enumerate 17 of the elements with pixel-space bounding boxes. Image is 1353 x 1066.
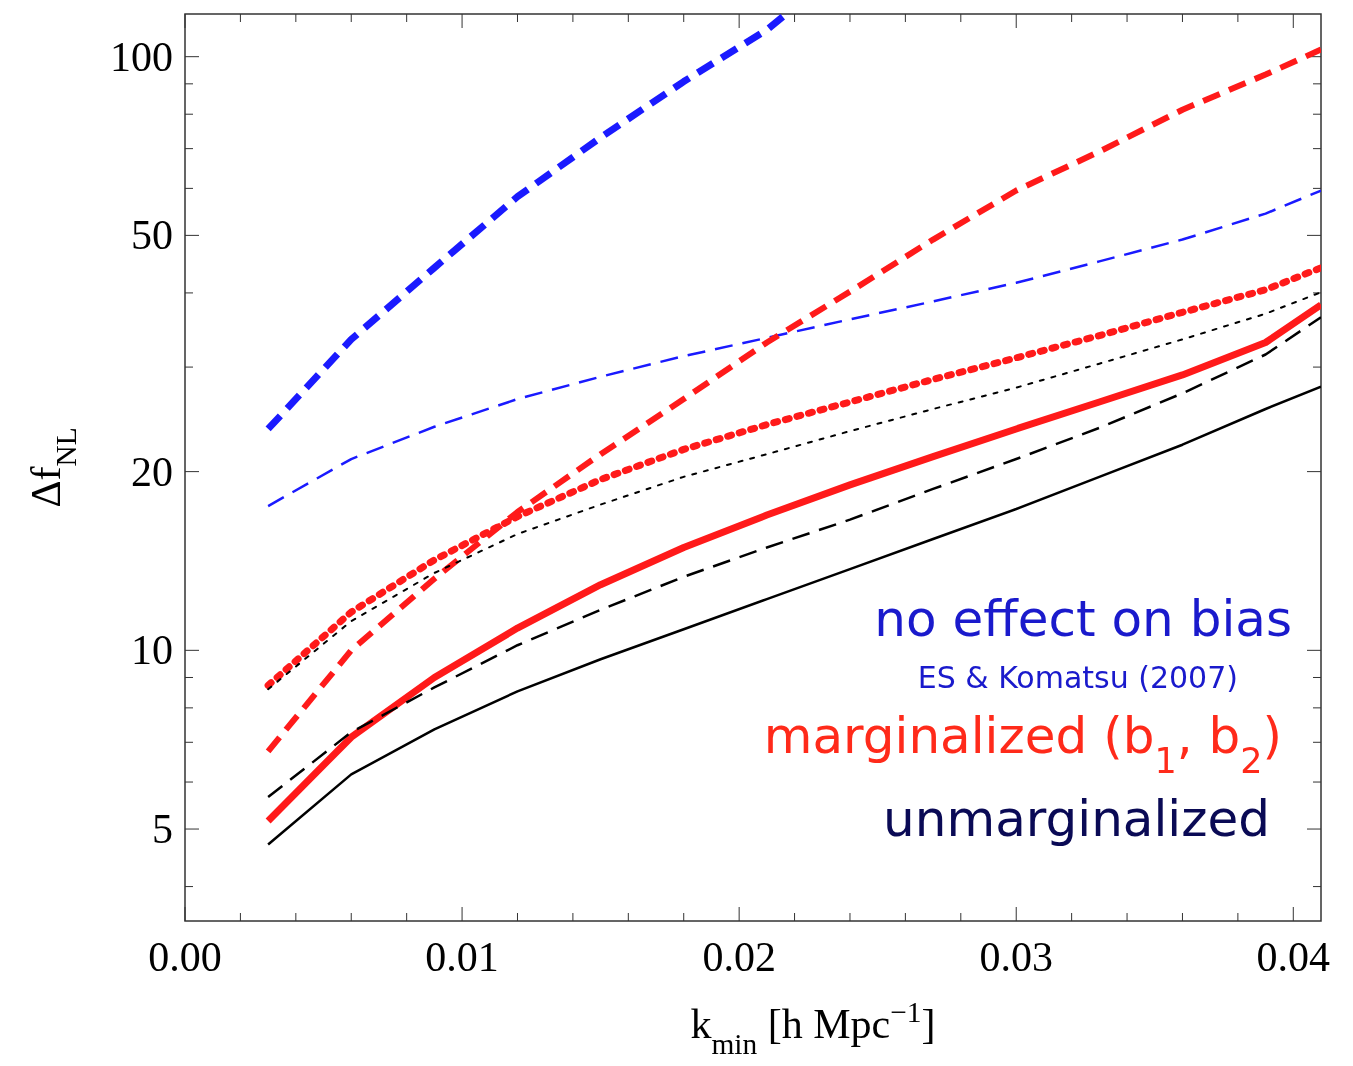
x-tick-label: 0.01 — [425, 934, 499, 980]
annotation: marginalized (b$_{1}$, b$_{2}$) — [763, 707, 1282, 781]
line-series — [266, 385, 1321, 846]
y-tick-label: 5 — [152, 806, 173, 853]
annotation: unmarginalized — [883, 790, 1270, 848]
annotation: ES & Komatsu (2007) — [917, 660, 1238, 695]
y-tick-label: 50 — [131, 212, 173, 259]
x-tick-label: 0.03 — [979, 934, 1053, 980]
line-series — [266, 189, 1321, 508]
x-tick-label: 0.00 — [148, 934, 222, 980]
annotation: no effect on bias — [874, 590, 1292, 648]
y-tick-label: 100 — [110, 33, 173, 80]
y-tick-label: 20 — [131, 448, 173, 495]
x-tick-label: 0.04 — [1256, 934, 1331, 980]
x-axis-title: k$_{min}$ [h Mpc$^{−1}$] — [690, 996, 936, 1060]
y-tick-label: 10 — [131, 627, 173, 674]
x-tick-label: 0.02 — [702, 934, 776, 980]
